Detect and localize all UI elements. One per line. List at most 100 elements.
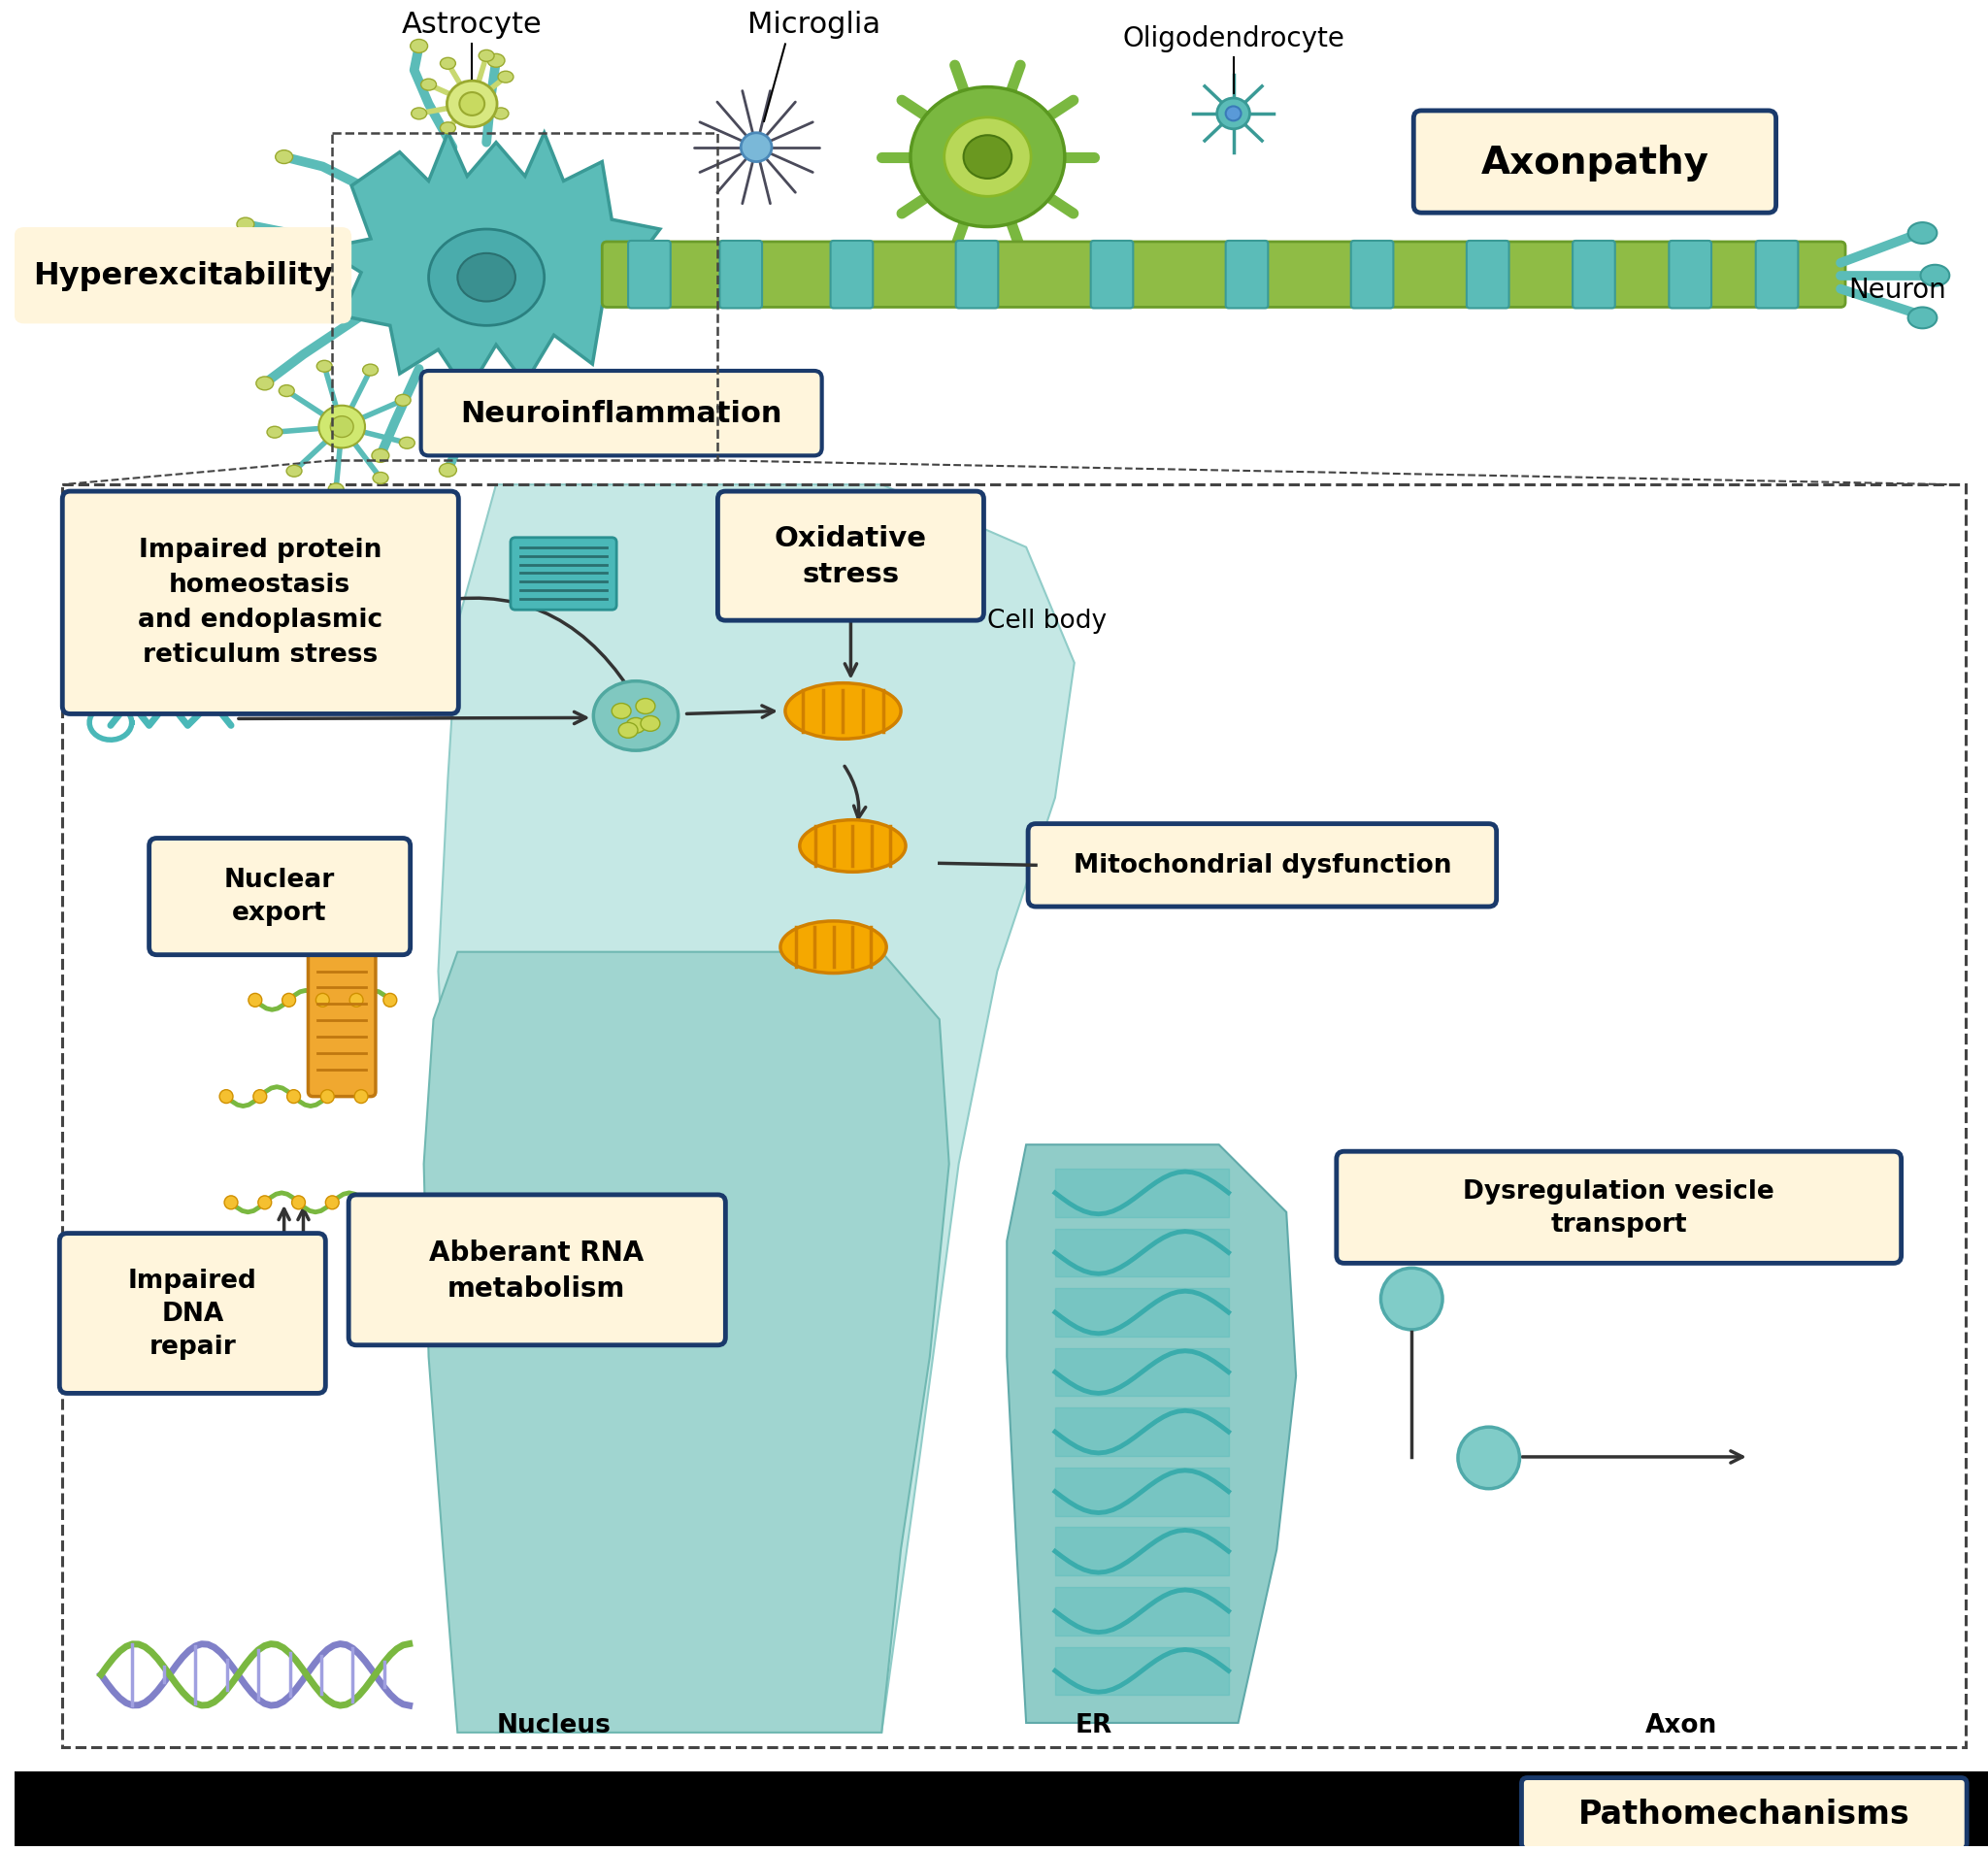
FancyBboxPatch shape [14, 228, 352, 324]
Ellipse shape [316, 361, 332, 372]
Ellipse shape [1217, 98, 1250, 130]
Text: Mitochondrial dysfunction: Mitochondrial dysfunction [1074, 853, 1451, 877]
Text: Pathomechanisms: Pathomechanisms [1578, 1797, 1910, 1829]
Ellipse shape [276, 152, 292, 165]
FancyBboxPatch shape [1352, 241, 1394, 309]
Circle shape [248, 994, 262, 1007]
FancyBboxPatch shape [421, 372, 821, 457]
Text: Astrocyte: Astrocyte [402, 11, 543, 39]
Ellipse shape [964, 137, 1012, 180]
Text: Oligodendrocyte: Oligodendrocyte [1123, 26, 1344, 54]
Ellipse shape [911, 87, 1066, 228]
Circle shape [258, 1196, 272, 1209]
FancyBboxPatch shape [1755, 241, 1797, 309]
Circle shape [1382, 1268, 1443, 1329]
Circle shape [282, 994, 296, 1007]
Ellipse shape [1908, 307, 1936, 329]
Ellipse shape [1920, 265, 1950, 287]
Ellipse shape [278, 385, 294, 398]
Ellipse shape [636, 700, 656, 714]
Circle shape [225, 1196, 239, 1209]
Ellipse shape [459, 93, 485, 117]
Ellipse shape [626, 718, 646, 733]
Ellipse shape [396, 394, 412, 407]
Ellipse shape [429, 230, 545, 326]
Circle shape [1457, 1427, 1519, 1488]
FancyBboxPatch shape [1028, 824, 1497, 907]
Text: Abberant RNA
metabolism: Abberant RNA metabolism [429, 1238, 644, 1301]
Text: Axonpathy: Axonpathy [1481, 144, 1710, 181]
Circle shape [384, 994, 398, 1007]
Circle shape [219, 1090, 233, 1103]
Text: Nucleus: Nucleus [497, 1712, 610, 1738]
FancyBboxPatch shape [1467, 241, 1509, 309]
Circle shape [360, 1196, 372, 1209]
Ellipse shape [447, 81, 497, 128]
FancyBboxPatch shape [1413, 111, 1775, 213]
Ellipse shape [640, 716, 660, 731]
Ellipse shape [781, 922, 887, 974]
Polygon shape [1006, 1146, 1296, 1723]
Ellipse shape [412, 109, 427, 120]
FancyBboxPatch shape [628, 241, 670, 309]
Polygon shape [437, 485, 1074, 1733]
Text: Neuron: Neuron [1849, 276, 1946, 304]
Ellipse shape [785, 683, 901, 740]
Ellipse shape [439, 122, 455, 135]
FancyBboxPatch shape [308, 942, 376, 1098]
Circle shape [326, 1196, 340, 1209]
Ellipse shape [328, 483, 344, 496]
Text: Axon: Axon [1646, 1712, 1718, 1738]
Circle shape [320, 1090, 334, 1103]
Ellipse shape [410, 41, 427, 54]
Ellipse shape [266, 428, 282, 439]
FancyBboxPatch shape [831, 241, 873, 309]
Ellipse shape [372, 450, 390, 463]
Circle shape [350, 994, 364, 1007]
Bar [14, 1771, 1988, 1845]
FancyBboxPatch shape [1521, 1777, 1966, 1849]
Circle shape [286, 1090, 300, 1103]
FancyBboxPatch shape [956, 241, 998, 309]
Polygon shape [423, 953, 948, 1733]
Ellipse shape [499, 72, 513, 83]
FancyBboxPatch shape [60, 1233, 326, 1394]
FancyBboxPatch shape [348, 1196, 726, 1346]
FancyBboxPatch shape [718, 492, 984, 622]
FancyBboxPatch shape [1091, 241, 1133, 309]
Text: ER: ER [1076, 1712, 1111, 1738]
Ellipse shape [457, 254, 515, 302]
Ellipse shape [944, 118, 1032, 198]
Ellipse shape [400, 439, 415, 450]
Text: Hyperexcitability: Hyperexcitability [34, 261, 332, 291]
FancyBboxPatch shape [1227, 241, 1268, 309]
Text: Microglia: Microglia [747, 11, 881, 39]
Ellipse shape [374, 472, 388, 485]
FancyBboxPatch shape [314, 933, 370, 957]
Text: Neuroinflammation: Neuroinflammation [461, 400, 781, 428]
Ellipse shape [618, 724, 638, 739]
Ellipse shape [330, 416, 354, 439]
Ellipse shape [439, 59, 455, 70]
Circle shape [292, 1196, 306, 1209]
FancyBboxPatch shape [602, 242, 1845, 307]
Circle shape [316, 994, 330, 1007]
Text: Nuclear
export: Nuclear export [225, 868, 334, 926]
Ellipse shape [799, 820, 907, 872]
FancyBboxPatch shape [1336, 1151, 1901, 1264]
Circle shape [252, 1090, 266, 1103]
FancyBboxPatch shape [62, 492, 459, 714]
Ellipse shape [421, 80, 435, 91]
Ellipse shape [487, 56, 505, 68]
Ellipse shape [256, 378, 274, 391]
Ellipse shape [493, 109, 509, 120]
Circle shape [354, 1090, 368, 1103]
Ellipse shape [479, 50, 495, 63]
FancyBboxPatch shape [149, 839, 410, 955]
Ellipse shape [439, 465, 457, 478]
Text: Dysregulation vesicle
transport: Dysregulation vesicle transport [1463, 1179, 1775, 1236]
Ellipse shape [742, 133, 771, 163]
Ellipse shape [594, 681, 678, 752]
Ellipse shape [318, 405, 366, 448]
Text: Impaired protein
homeostasis
and endoplasmic
reticulum stress: Impaired protein homeostasis and endopla… [137, 539, 382, 668]
